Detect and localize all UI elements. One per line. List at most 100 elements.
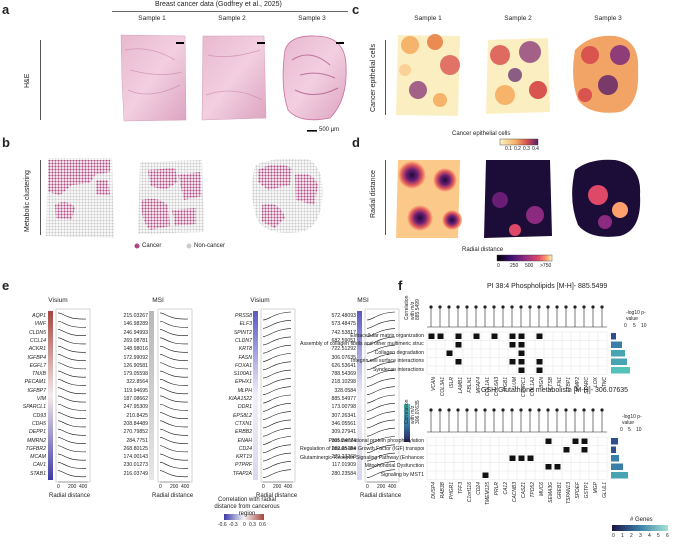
pathway-term-label: Integrin cell surface interactions [351,358,424,364]
e-xtick: 0 [366,484,369,490]
membership-cell [509,333,516,339]
correlation-dot [474,305,478,309]
trend-curve [57,453,87,461]
he-scale-tick-2 [257,42,265,44]
gene-label: MLPH [237,387,252,394]
trend-curve [366,320,396,329]
msi-left-strip [149,311,154,480]
gene-label: KRT19 [235,454,252,461]
membership-cell [455,333,462,339]
gene-label: KIAA1522 [228,396,252,402]
gene-label: PRSS8 [234,313,252,319]
f-gene-label: GREB1 [557,481,563,499]
cancer-colorbar-title: Cancer epithelial cells [452,131,511,137]
cluster-map-3 [252,158,323,233]
f-legend-tick: 2 [630,533,633,539]
radial-colorbar-tick: >750 [540,263,552,269]
gene-label: CLDN5 [28,329,46,336]
trend-curve [57,445,87,453]
mz-label: 306.07635 [331,354,356,361]
correlation-dot [474,408,478,412]
pathway-term-label: Extracellular matrix organization [350,332,424,339]
visium-left-strip [48,311,53,480]
f-gene-label: CA12 [503,481,509,495]
gene-label: CAV1 [32,462,46,469]
trend-curve [262,311,292,321]
visium-right-strip [253,311,258,480]
cancer-map-3 [573,35,639,113]
sample-1-header-c: Sample 1 [414,15,442,22]
membership-cell [563,447,570,453]
radial-map-1 [396,160,462,238]
trend-curve [262,427,292,437]
correlation-dot [510,408,514,412]
f-gene-label: LTBP1 [566,376,572,392]
mz-label: 626.53641 [331,362,356,369]
f-legend-tick: 3 [639,533,642,539]
panel-label-a: a [2,2,10,17]
mz-label: 322.8564 [126,379,148,386]
trend-curve [57,470,87,478]
he-section-3 [282,35,347,121]
trend-curve [366,336,396,346]
f-gene-label: SPARC [584,376,590,394]
correlation-dot [582,305,586,309]
correlation-dot [537,305,541,309]
f-legend-tick: 5 [657,533,660,539]
mz-label: 280.23584 [331,470,356,477]
membership-cell [446,350,453,356]
correlation-dot [465,305,469,309]
gene-label: TFAP2A [232,470,252,477]
correlation-dot [501,305,505,309]
trend-curve [366,427,396,437]
e-xtick: 200 [273,484,282,490]
trend-curve [57,362,87,370]
trend-curve [366,369,396,379]
gene-label: FOXA1 [234,362,252,369]
radial-colorbar-tick: 250 [510,263,519,269]
gene-label: CD24 [238,445,252,452]
legend-noncancer-label: Non-cancer [194,243,226,249]
trend-curve [366,411,396,420]
membership-cell [428,333,435,339]
f-gene-label: TPD52 [530,481,536,498]
gene-label: DEPP1 [28,429,46,436]
e-xlabel: Radial distance [256,493,298,499]
trend-curve [159,437,189,444]
correlation-dot [537,408,541,412]
trend-curve [159,462,189,469]
panel-label-e: e [2,278,10,293]
correlation-dot [546,305,550,309]
he-row-rule [40,40,41,120]
pathway-term-label: Regulation of Insulin-like Growth Factor… [300,446,424,452]
membership-cell [509,455,516,461]
e-colorbar-tick: 0.3 [249,522,256,528]
msi-right-strip [357,311,362,480]
membership-cell [455,342,462,348]
e-header-visium-right: Visium [250,297,270,304]
trend-curve [366,461,396,470]
gene-label: MCAM [30,454,46,461]
trend-curve [366,311,396,321]
he-scale-tick-3 [336,42,344,44]
trend-curve [262,386,292,395]
mz-label: 126.90581 [123,362,148,369]
correlation-dot [456,305,460,309]
correlation-dot [600,305,604,309]
trend-curve [159,445,189,453]
mz-label: 187.08662 [123,396,148,402]
f-gene-label: SEMA3G [548,481,554,503]
cancer-row-rule [385,40,386,115]
gene-label: TNXB [32,371,46,378]
mz-label: 119.94695 [123,387,148,394]
pathway-term-label: Post-translational protein phosphorylati… [328,437,424,444]
mz-label: 173.00798 [331,404,356,411]
trend-curve [262,353,292,362]
radial-colorbar [496,254,553,262]
mz-label: 269.08781 [123,337,148,344]
f-bottom-axis-tick: 10 [636,427,642,433]
f-gene-label: SPDEF [575,481,581,499]
mz-label: 307.26341 [331,412,356,419]
mz-label: 279.23268 [331,454,356,461]
correlation-dot [591,305,595,309]
